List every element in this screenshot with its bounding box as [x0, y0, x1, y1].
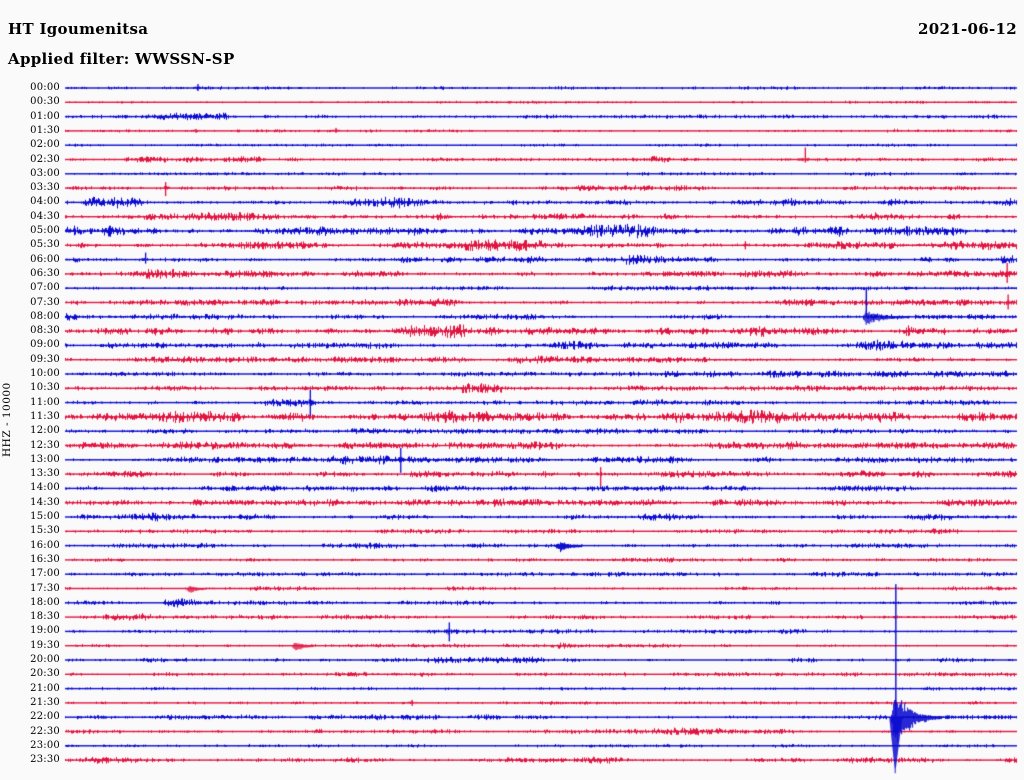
- time-label: 04:30: [30, 210, 60, 222]
- filter-label: Applied filter: WWSSN-SP: [8, 50, 235, 68]
- time-label: 17:30: [30, 582, 60, 594]
- time-label: 20:00: [30, 654, 60, 665]
- time-label: 09:00: [30, 339, 60, 351]
- time-label: 13:30: [30, 468, 60, 480]
- time-label: 03:30: [30, 182, 60, 194]
- time-label: 22:00: [30, 711, 60, 723]
- time-label: 03:00: [30, 167, 60, 179]
- time-label: 22:30: [30, 725, 60, 737]
- time-label: 07:30: [30, 296, 60, 308]
- time-label: 23:00: [30, 739, 60, 751]
- time-label: 19:30: [30, 639, 60, 651]
- time-label: 20:30: [30, 668, 60, 680]
- time-label: 13:00: [30, 453, 60, 465]
- time-label: 12:30: [30, 439, 60, 451]
- time-label: 18:00: [30, 596, 60, 608]
- time-label: 00:30: [30, 96, 60, 108]
- time-label: 18:30: [30, 611, 60, 623]
- time-label: 00:00: [30, 82, 60, 93]
- time-label: 01:30: [30, 124, 60, 136]
- time-label: 14:00: [30, 482, 60, 494]
- time-label: 12:00: [30, 425, 60, 437]
- time-label: 02:00: [30, 139, 60, 151]
- time-label: 10:30: [30, 382, 60, 394]
- time-label: 07:00: [30, 282, 60, 294]
- time-label: 14:30: [30, 496, 60, 508]
- time-label: 05:00: [30, 225, 60, 236]
- time-label: 15:30: [30, 525, 60, 537]
- station-title: HT Igoumenitsa: [8, 20, 149, 38]
- time-label: 05:30: [30, 239, 60, 251]
- time-label: 21:30: [30, 696, 60, 708]
- time-label: 19:00: [30, 625, 60, 637]
- time-label: 06:30: [30, 267, 60, 279]
- time-label: 09:30: [30, 353, 60, 365]
- time-label: 10:00: [30, 368, 60, 379]
- time-label: 02:30: [30, 153, 60, 165]
- time-label: 23:30: [30, 754, 60, 766]
- time-label: 16:00: [30, 539, 60, 551]
- date-label: 2021-06-12: [918, 20, 1017, 38]
- time-label: 08:30: [30, 325, 60, 337]
- time-label: 11:00: [30, 396, 60, 408]
- time-label: 08:00: [30, 310, 60, 322]
- time-label: 15:00: [30, 511, 60, 522]
- time-label: 11:30: [30, 410, 60, 422]
- time-label: 04:00: [30, 196, 60, 208]
- time-label: 16:30: [30, 553, 60, 565]
- time-label: 06:00: [30, 253, 60, 265]
- time-label: 21:00: [30, 682, 60, 694]
- time-label: 01:00: [30, 110, 60, 122]
- time-label: 17:00: [30, 568, 60, 580]
